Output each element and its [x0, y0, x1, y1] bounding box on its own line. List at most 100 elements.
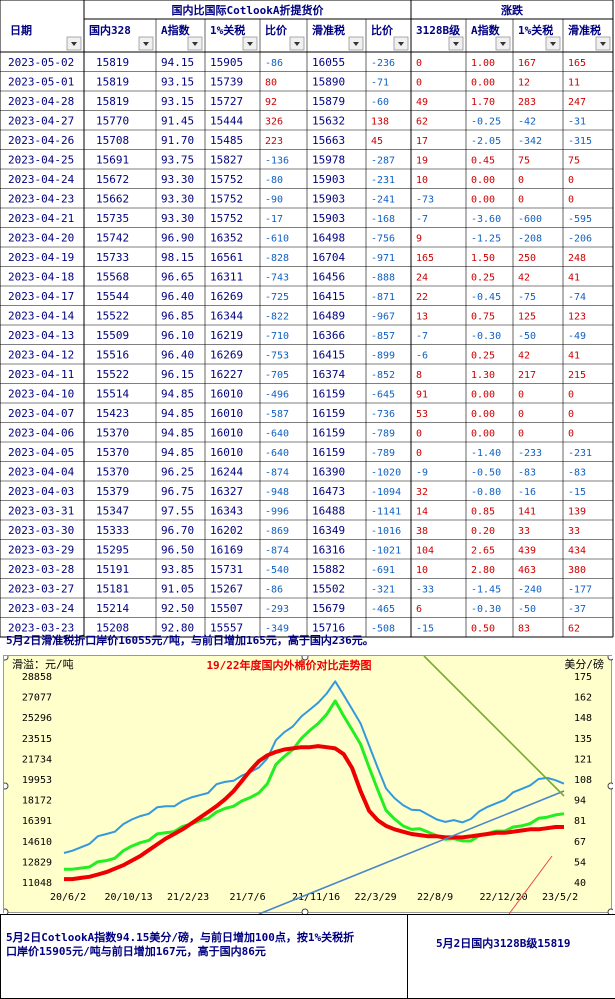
- x-tick: 22/8/9: [417, 892, 453, 903]
- table-cell: 0: [416, 58, 422, 69]
- table-cell: -2.05: [471, 136, 501, 147]
- table-cell: -828: [265, 253, 289, 264]
- table-cell: 2023-03-27: [8, 583, 74, 596]
- table-cell: 2023-04-12: [8, 349, 74, 362]
- table-cell: 16327: [210, 485, 243, 498]
- chevron-down-icon: [550, 42, 556, 46]
- table-cell: 16010: [210, 407, 243, 420]
- trend-line: [258, 790, 565, 914]
- table-cell: 0: [568, 429, 574, 440]
- table-cell: 93.15: [161, 95, 194, 108]
- resize-handle[interactable]: [301, 908, 309, 914]
- resize-handle[interactable]: [4, 782, 9, 790]
- table-cell: 16219: [210, 329, 243, 342]
- y-tick-right: 162: [574, 693, 592, 704]
- price-comparison-chart[interactable]: 滑溢：元/吨 美分/磅 19/22年度国内外棉价对比走势图 28858 27077 252…: [3, 655, 613, 914]
- table-cell: 2023-04-23: [8, 193, 74, 206]
- table-cell: -1020: [371, 468, 401, 479]
- series-line: [64, 744, 564, 882]
- table-cell: -73: [416, 195, 434, 206]
- table-cell: 2023-03-30: [8, 524, 74, 537]
- table-cell: -1.25: [471, 234, 501, 245]
- y-tick-left: 18172: [22, 796, 52, 807]
- column-header: 1%关税: [518, 23, 553, 37]
- resize-handle[interactable]: [301, 656, 309, 661]
- table-cell: -31: [568, 117, 586, 128]
- table-cell: 2023-04-07: [8, 407, 74, 420]
- table-cell: 80: [265, 78, 277, 89]
- resize-handle[interactable]: [4, 656, 9, 661]
- table-cell: 16316: [312, 544, 345, 557]
- table-cell: 1.30: [471, 370, 495, 381]
- resize-handle[interactable]: [4, 908, 9, 914]
- table-cell: 2023-05-01: [8, 76, 74, 89]
- table-cell: -1021: [371, 546, 401, 557]
- y-axis-right-label: 美分/磅: [564, 657, 604, 671]
- table-cell: -743: [265, 273, 289, 284]
- table-cell: -136: [265, 156, 289, 167]
- resize-handle[interactable]: [607, 782, 613, 790]
- table-cell: 165: [416, 253, 434, 264]
- table-cell: 2023-04-19: [8, 251, 74, 264]
- table-cell: 0.00: [471, 390, 495, 401]
- table-cell: -508: [371, 624, 395, 635]
- y-tick-left: 11048: [22, 878, 52, 889]
- note-box-right: 5月2日国内3128B级15819: [407, 914, 615, 999]
- table-cell: 2023-04-24: [8, 173, 75, 186]
- table-cell: 15379: [96, 485, 129, 498]
- summary-note-top: 5月2日滑准税折口岸价16055元/吨，与前日增加165元，高于国内236元。: [6, 634, 374, 647]
- table-cell: -705: [265, 370, 289, 381]
- column-header: 比价: [371, 23, 394, 37]
- table-cell: 2023-04-11: [8, 368, 74, 381]
- table-cell: 42: [518, 351, 530, 362]
- table-cell: 15509: [96, 329, 129, 342]
- chevron-down-icon: [353, 42, 359, 46]
- table-cell: 0.85: [471, 507, 495, 518]
- table-cell: 247: [568, 97, 586, 108]
- table-cell: 96.85: [161, 310, 194, 323]
- table-cell: 93.85: [161, 563, 194, 576]
- table-cell: 16488: [312, 505, 345, 518]
- table-cell: 15731: [210, 563, 243, 576]
- table-cell: 15516: [96, 349, 129, 362]
- table-cell: -0.80: [471, 487, 501, 498]
- table-cell: 0.25: [471, 273, 495, 284]
- table-cell: 15444: [210, 115, 243, 128]
- y-tick-right: 81: [574, 816, 586, 827]
- chevron-down-icon: [600, 42, 606, 46]
- table-cell: 41: [568, 351, 580, 362]
- table-cell: 15347: [96, 505, 129, 518]
- table-cell: 0: [518, 390, 524, 401]
- table-cell: 15662: [96, 193, 129, 206]
- table-cell: 165: [568, 58, 586, 69]
- table-cell: 0: [416, 448, 422, 459]
- table-cell: 38: [416, 526, 428, 537]
- table-cell: 45: [371, 136, 383, 147]
- table-cell: -168: [371, 214, 395, 225]
- table-cell: 0: [518, 409, 524, 420]
- table-cell: 96.40: [161, 349, 194, 362]
- table-cell: 2023-03-24: [8, 602, 75, 615]
- column-header: 3128B级: [416, 23, 461, 37]
- table-cell: 15739: [210, 76, 243, 89]
- x-tick: 23/5/2: [542, 892, 578, 903]
- column-header: 滑准税: [312, 23, 345, 37]
- table-cell: 13: [416, 312, 428, 323]
- x-tick: 20/6/2: [50, 892, 86, 903]
- table-cell: -15: [416, 624, 434, 635]
- table-cell: 33: [568, 526, 580, 537]
- table-cell: -967: [371, 312, 395, 323]
- table-cell: 91: [416, 390, 428, 401]
- table-cell: 15819: [96, 95, 129, 108]
- table-cell: 16169: [210, 544, 243, 557]
- table-cell: 0: [568, 390, 574, 401]
- table-cell: 0: [518, 175, 524, 186]
- resize-handle[interactable]: [607, 908, 613, 914]
- table-cell: -0.25: [471, 117, 501, 128]
- resize-handle[interactable]: [607, 656, 613, 661]
- table-cell: -753: [265, 351, 289, 362]
- table-cell: 0.00: [471, 409, 495, 420]
- table-cell: 96.50: [161, 544, 194, 557]
- y-tick-right: 148: [574, 713, 592, 724]
- table-cell: 1.50: [471, 253, 495, 264]
